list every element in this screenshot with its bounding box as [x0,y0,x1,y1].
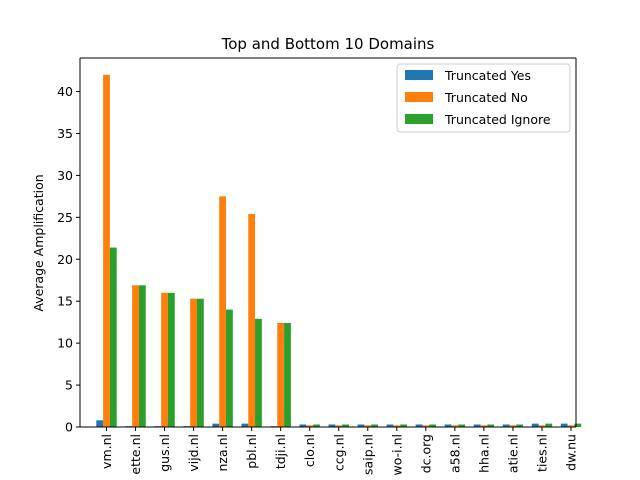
bar-truncated-yes-13 [473,424,481,427]
bar-truncated-no-1 [132,285,139,427]
bar-truncated-ignore-7 [313,424,320,427]
x-tick-label-0: vm.nl [99,434,114,469]
bar-truncated-no-9 [364,425,372,427]
legend-swatch-0 [405,70,433,80]
bar-truncated-ignore-11 [429,424,437,427]
x-tick-label-12: a58.nl [447,434,462,473]
bar-truncated-yes-0 [96,420,104,427]
bar-truncated-no-7 [306,425,314,427]
bar-truncated-yes-4 [212,423,220,427]
bar-truncated-ignore-2 [167,292,175,427]
bar-truncated-ignore-3 [196,298,204,427]
bar-truncated-no-8 [335,425,343,427]
plot-area: 0 5 10 15 20 25 30 35 40 vm.nl ette.nl gus.nl vijd.n… [57,57,582,475]
y-tick-label-1: 5 [65,378,73,393]
bar-truncated-ignore-8 [342,424,349,427]
bar-truncated-ignore-14 [516,424,524,427]
x-tick-label-9: saip.nl [360,434,375,475]
y-tick-label-4: 20 [57,252,73,267]
bar-truncated-yes-9 [357,424,365,427]
bar-truncated-no-13 [480,425,488,427]
bar-truncated-yes-10 [386,424,394,427]
x-tick-label-2: gus.nl [157,434,172,472]
x-tick-label-8: ccg.nl [331,434,346,471]
bar-truncated-ignore-6 [284,323,291,427]
bar-truncated-ignore-12 [458,424,466,427]
x-tick-label-10: wo-i.nl [389,434,404,475]
bar-truncated-no-10 [393,425,401,427]
y-tick-label-5: 25 [57,210,73,225]
x-tick-label-5: pbl.nl [244,434,259,469]
bar-truncated-no-5 [248,213,256,427]
bar-truncated-ignore-16 [574,423,582,427]
legend-swatch-1 [405,92,433,102]
bar-truncated-no-11 [422,425,430,427]
bar-truncated-yes-14 [502,424,510,427]
legend-swatch-2 [405,114,433,124]
x-tick-label-3: vijd.nl [186,434,201,472]
x-tick-label-1: ette.nl [128,434,143,475]
bar-truncated-no-3 [190,298,197,427]
bar-truncated-yes-15 [531,423,539,427]
x-tick-label-4: nza.nl [215,434,230,472]
y-tick-label-7: 35 [57,126,73,141]
bar-truncated-no-6 [277,323,285,427]
bar-truncated-no-4 [219,196,227,427]
bar-truncated-yes-16 [560,423,568,427]
bar-truncated-no-14 [509,425,517,427]
bar-truncated-yes-11 [415,424,423,427]
y-axis-label: Average Amplification [31,174,46,311]
y-tick-label-3: 15 [57,294,73,309]
bar-truncated-ignore-1 [138,285,146,427]
bar-truncated-ignore-9 [371,424,378,427]
y-tick-label-8: 40 [57,84,73,99]
bar-truncated-yes-8 [328,424,336,427]
y-tick-label-6: 30 [57,168,73,183]
x-tick-label-6: tdji.nl [273,434,288,469]
bar-truncated-yes-7 [299,424,307,427]
y-tick-label-0: 0 [65,420,73,435]
legend: Truncated Yes Truncated No Truncated Ignor… [396,63,571,133]
bar-truncated-no-12 [451,425,459,427]
legend-label-1: Truncated No [444,90,528,105]
bar-truncated-no-2 [161,292,168,427]
bar-truncated-ignore-4 [226,309,233,427]
bar-truncated-yes-12 [444,424,452,427]
chart-title: Top and Bottom 10 Domains [221,35,435,53]
x-tick-label-14: atie.nl [505,434,520,473]
bar-truncated-no-15 [538,425,546,427]
bar-truncated-ignore-10 [400,424,408,427]
legend-label-2: Truncated Ignore [444,112,551,127]
y-tick-label-2: 10 [57,336,73,351]
bar-truncated-no-0 [103,74,110,427]
bar-truncated-yes-5 [241,423,249,427]
bar-truncated-ignore-13 [487,424,495,427]
x-tick-label-7: clo.nl [302,434,317,467]
x-tick-label-15: ties.nl [534,434,549,472]
x-tick-label-11: dc.org [418,434,433,473]
bar-truncated-ignore-5 [255,318,262,427]
legend-label-0: Truncated Yes [444,68,531,83]
legend-box [396,63,571,133]
x-tick-label-13: hha.nl [476,434,491,473]
bar-truncated-no-16 [567,425,575,427]
bar-truncated-ignore-15 [545,423,553,427]
x-tick-label-16: dw.nu [564,434,579,471]
bar-truncated-ignore-0 [109,247,117,427]
